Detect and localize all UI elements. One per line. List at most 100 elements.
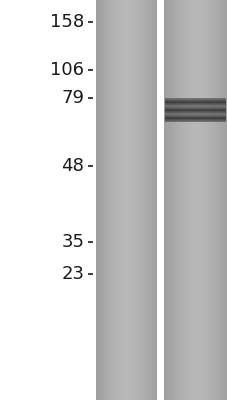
Bar — [200, 0, 202, 400]
Bar — [146, 0, 147, 400]
Bar — [170, 0, 171, 400]
Bar — [186, 0, 187, 400]
Bar — [202, 0, 203, 400]
Bar — [187, 0, 188, 400]
Text: 79: 79 — [61, 89, 84, 107]
Bar — [216, 0, 217, 400]
Bar — [125, 0, 126, 400]
Bar — [174, 0, 175, 400]
Bar — [198, 0, 200, 400]
Bar — [100, 0, 101, 400]
Bar — [106, 0, 107, 400]
Bar — [193, 0, 194, 400]
Bar — [172, 0, 173, 400]
Bar — [190, 0, 191, 400]
Bar — [149, 0, 151, 400]
Bar — [112, 0, 113, 400]
Text: 23: 23 — [61, 265, 84, 283]
Bar — [185, 0, 186, 400]
Text: 158: 158 — [50, 13, 84, 31]
Bar — [189, 0, 190, 400]
Bar — [196, 0, 197, 400]
Bar — [167, 0, 168, 400]
Bar — [114, 0, 115, 400]
Bar — [113, 0, 114, 400]
Bar — [181, 0, 183, 400]
Bar — [95, 0, 96, 400]
Bar — [223, 0, 224, 400]
Bar — [128, 0, 129, 400]
Bar — [195, 0, 196, 400]
Bar — [191, 0, 192, 400]
Bar — [141, 0, 142, 400]
Bar — [109, 0, 110, 400]
Bar — [224, 0, 225, 400]
Bar — [178, 0, 179, 400]
Bar — [220, 0, 221, 400]
Bar — [165, 0, 167, 400]
Bar — [139, 0, 140, 400]
Bar — [144, 0, 145, 400]
Bar — [99, 0, 100, 400]
Bar — [173, 0, 174, 400]
Bar — [103, 0, 104, 400]
Bar — [221, 0, 222, 400]
Bar — [217, 0, 219, 400]
Bar — [120, 0, 121, 400]
Bar — [127, 0, 128, 400]
Bar — [138, 0, 139, 400]
Bar — [158, 0, 163, 400]
Bar — [163, 0, 165, 400]
Bar — [169, 0, 170, 400]
Bar — [143, 0, 144, 400]
Bar — [180, 0, 181, 400]
Bar — [135, 0, 136, 400]
Bar — [197, 0, 198, 400]
Bar — [124, 0, 125, 400]
Bar — [121, 0, 122, 400]
Bar — [183, 0, 184, 400]
Bar — [133, 0, 134, 400]
Bar — [104, 0, 106, 400]
Bar — [168, 0, 169, 400]
Bar — [110, 0, 111, 400]
Bar — [194, 0, 195, 400]
Bar — [207, 0, 208, 400]
Text: 48: 48 — [61, 157, 84, 175]
Bar — [213, 0, 214, 400]
Bar — [206, 0, 207, 400]
Bar — [117, 0, 118, 400]
Bar — [145, 0, 146, 400]
Bar — [131, 0, 132, 400]
Bar — [154, 0, 155, 400]
Bar — [184, 0, 185, 400]
Bar — [219, 0, 220, 400]
Bar — [116, 0, 117, 400]
Bar — [140, 0, 141, 400]
Bar — [126, 0, 127, 400]
Bar — [208, 0, 209, 400]
Bar — [211, 0, 212, 400]
Bar — [188, 0, 189, 400]
Text: 35: 35 — [61, 233, 84, 251]
Bar — [97, 0, 99, 400]
Bar — [130, 0, 131, 400]
Bar — [177, 0, 178, 400]
Bar — [225, 0, 226, 400]
Bar — [155, 0, 156, 400]
Bar — [203, 0, 204, 400]
Bar — [175, 0, 176, 400]
Bar — [192, 0, 193, 400]
Bar — [226, 0, 227, 400]
Bar — [179, 0, 180, 400]
Bar — [108, 0, 109, 400]
Bar — [136, 0, 137, 400]
Bar — [142, 0, 143, 400]
Bar — [204, 0, 205, 400]
Bar — [209, 0, 210, 400]
Bar — [212, 0, 213, 400]
Bar — [96, 0, 97, 400]
Bar — [205, 0, 206, 400]
Bar — [222, 0, 223, 400]
Bar — [132, 0, 133, 400]
